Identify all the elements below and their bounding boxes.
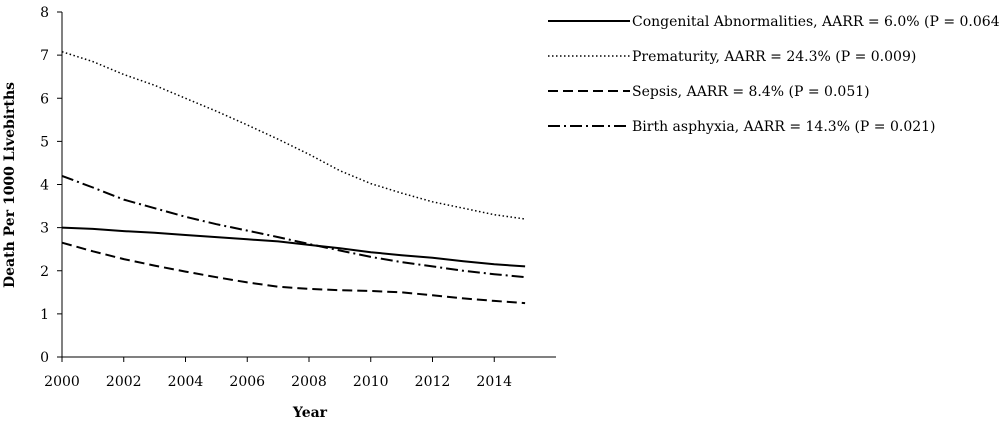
y-tick-label: 8 (40, 5, 49, 21)
x-tick-label: 2002 (106, 374, 142, 390)
y-tick-label: 1 (40, 307, 49, 323)
series-line-4 (61, 174, 526, 279)
series-line-1 (61, 226, 526, 268)
y-tick-label: 4 (40, 178, 49, 194)
y-ticks: 0 1 2 3 4 5 6 7 8 (40, 5, 62, 366)
x-tick-label: 2008 (291, 374, 327, 390)
series-line-3 (61, 241, 526, 305)
x-tick-label: 2006 (229, 374, 265, 390)
legend-label-3: Sepsis, AARR = 8.4% (P = 0.051) (632, 84, 870, 100)
y-tick-label: 3 (40, 221, 49, 237)
legend-label-2: Prematurity, AARR = 24.3% (P = 0.009) (632, 49, 916, 65)
series-lines (61, 50, 526, 305)
x-tick-label: 2014 (476, 374, 512, 390)
series-line-2 (61, 50, 526, 220)
y-tick-label: 5 (40, 134, 49, 150)
legend-label-1: Congenital Abnormalities, AARR = 6.0% (P… (632, 14, 1000, 30)
x-tick-label: 2010 (353, 374, 389, 390)
y-tick-label: 6 (40, 91, 49, 107)
axes (61, 12, 556, 358)
y-tick-label: 2 (40, 264, 49, 280)
x-ticks: 2000 2002 2004 2006 2008 2010 2012 2014 (44, 357, 512, 390)
legend: Congenital Abnormalities, AARR = 6.0% (P… (548, 14, 1000, 135)
x-tick-label: 2012 (415, 374, 451, 390)
x-axis-title: Year (292, 405, 328, 421)
legend-label-4: Birth asphyxia, AARR = 14.3% (P = 0.021) (632, 119, 936, 135)
x-tick-label: 2000 (44, 374, 80, 390)
y-axis-title: Death Per 1000 Livebirths (2, 82, 18, 288)
y-tick-label: 7 (40, 48, 49, 64)
y-tick-label: 0 (40, 350, 49, 366)
x-tick-label: 2004 (168, 374, 204, 390)
